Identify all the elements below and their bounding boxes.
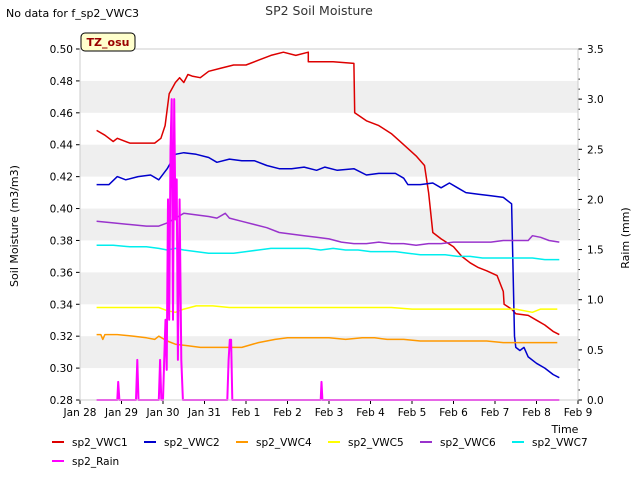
series-line-sp2_Rain xyxy=(96,98,560,401)
y-tick-label: 0.40 xyxy=(50,204,73,216)
x-tick-label: Jan 30 xyxy=(146,407,180,419)
legend-label-sp2_Rain: sp2_Rain xyxy=(72,456,119,468)
series-line-sp2_VWC7 xyxy=(96,244,560,261)
grid-band xyxy=(80,272,578,305)
y-tick-label: 0.42 xyxy=(50,172,73,184)
x-tick-label: Jan 28 xyxy=(63,407,97,419)
x-tick-label: Feb 5 xyxy=(398,407,427,419)
y2-tick-label: 3.5 xyxy=(587,44,604,56)
y-tick-label: 0.38 xyxy=(50,235,73,247)
y2-tick-label: 3.0 xyxy=(587,94,604,106)
chart-title: SP2 Soil Moisture xyxy=(265,3,373,18)
series-line-sp2_VWC6 xyxy=(96,212,560,246)
y-tick-label: 0.48 xyxy=(50,76,73,88)
y2-tick-label: 2.5 xyxy=(587,144,604,156)
y2-tick-label: 1.0 xyxy=(587,295,604,307)
x-axis: Jan 28 Jan 29 Jan 30 Jan 31 Feb 1 Feb 2 Feb 3 F… xyxy=(63,400,593,419)
y2-axis-label: Raim (mm) xyxy=(619,207,632,268)
y-tick-label: 0.46 xyxy=(50,108,74,120)
legend-label-sp2_VWC7: sp2_VWC7 xyxy=(532,437,588,449)
y-tick-label: 0.44 xyxy=(50,140,74,152)
x-tick-label: Feb 8 xyxy=(522,407,551,419)
y-tick-label: 0.34 xyxy=(50,299,74,311)
x-tick-label: Jan 29 xyxy=(104,407,138,419)
y2-tick-label: 1.5 xyxy=(587,245,604,257)
no-data-note: No data for f_sp2_VWC3 xyxy=(6,7,140,20)
grid-band xyxy=(80,80,578,113)
x-tick-label: Jan 31 xyxy=(187,407,221,419)
legend-label-sp2_VWC4: sp2_VWC4 xyxy=(256,437,312,449)
plot-lines xyxy=(96,51,560,401)
legend-label-sp2_VWC6: sp2_VWC6 xyxy=(440,437,496,449)
legend-label-sp2_VWC1: sp2_VWC1 xyxy=(72,437,128,449)
y-tick-label: 0.30 xyxy=(50,363,73,375)
y2-tick-label: 0.0 xyxy=(587,395,604,407)
y-axis-right: 0.0 0.5 1.0 1.5 2.0 2.5 3.0 3.5 xyxy=(578,44,604,407)
site-badge-label: TZ_osu xyxy=(87,36,130,49)
grid-band xyxy=(80,144,578,177)
x-tick-label: Feb 7 xyxy=(481,407,510,419)
plot-frame xyxy=(79,48,579,401)
y-tick-label: 0.50 xyxy=(50,44,73,56)
legend-label-sp2_VWC5: sp2_VWC5 xyxy=(348,437,404,449)
x-tick-label: Feb 1 xyxy=(232,407,261,419)
y-axis-left: 0.28 0.30 0.32 0.34 0.36 0.38 0.40 0.42 0.44 0.46… xyxy=(50,44,80,407)
grid-bands xyxy=(80,80,578,369)
legend-label-sp2_VWC2: sp2_VWC2 xyxy=(164,437,220,449)
y-tick-label: 0.32 xyxy=(50,331,73,343)
x-tick-label: Feb 9 xyxy=(564,407,593,419)
x-axis-label: Time xyxy=(551,423,579,436)
x-tick-label: Feb 3 xyxy=(315,407,344,419)
y2-tick-label: 0.5 xyxy=(587,345,604,357)
y-tick-label: 0.36 xyxy=(50,267,74,279)
y2-tick-label: 2.0 xyxy=(587,194,604,206)
legend: sp2_VWC1 sp2_VWC2 sp2_VWC4 sp2_VWC5 sp2_VWC6… xyxy=(52,437,588,468)
y-tick-label: 0.28 xyxy=(50,395,73,407)
series-line-sp2_VWC1 xyxy=(96,51,560,336)
grid-band xyxy=(80,208,578,241)
grid-band xyxy=(80,336,578,369)
x-tick-label: Feb 6 xyxy=(439,407,468,419)
x-tick-label: Feb 4 xyxy=(356,407,385,419)
site-badge: TZ_osu xyxy=(80,32,136,52)
x-tick-label: Feb 2 xyxy=(273,407,302,419)
series-line-sp2_VWC4 xyxy=(96,333,558,349)
series-line-sp2_VWC5 xyxy=(96,305,558,314)
y-axis-label: Soil Moisture (m3/m3) xyxy=(8,165,21,287)
